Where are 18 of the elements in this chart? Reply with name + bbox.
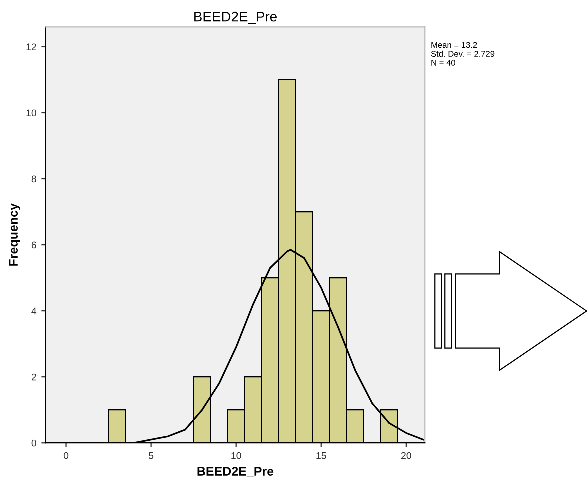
x-tick-label: 0 [64,452,69,460]
y-tick-label: 12 [26,44,36,50]
y-tick-label: 8 [32,176,36,183]
text: Mean = 13.2 [432,42,478,48]
y-tick-label: 10 [26,110,36,117]
y-tick-label: 2 [32,374,36,381]
text: Std. Dev. = 2.729 [431,50,495,58]
x-tick-label: 15 [316,452,326,460]
chart-title: BEED2E_Pre [194,12,277,24]
y-tick-label: 4 [32,308,37,315]
x-tick-label: 5 [148,452,154,460]
x-tick-label: 20 [402,452,412,460]
y-tick-label: 0 [32,440,36,447]
y-tick-label: 6 [32,242,36,249]
x-tick-label: 10 [232,452,242,460]
y-axis-title: Frequency [9,204,20,266]
x-axis-title: BEED2E_Pre [198,467,274,478]
text: N = 40 [432,60,456,66]
